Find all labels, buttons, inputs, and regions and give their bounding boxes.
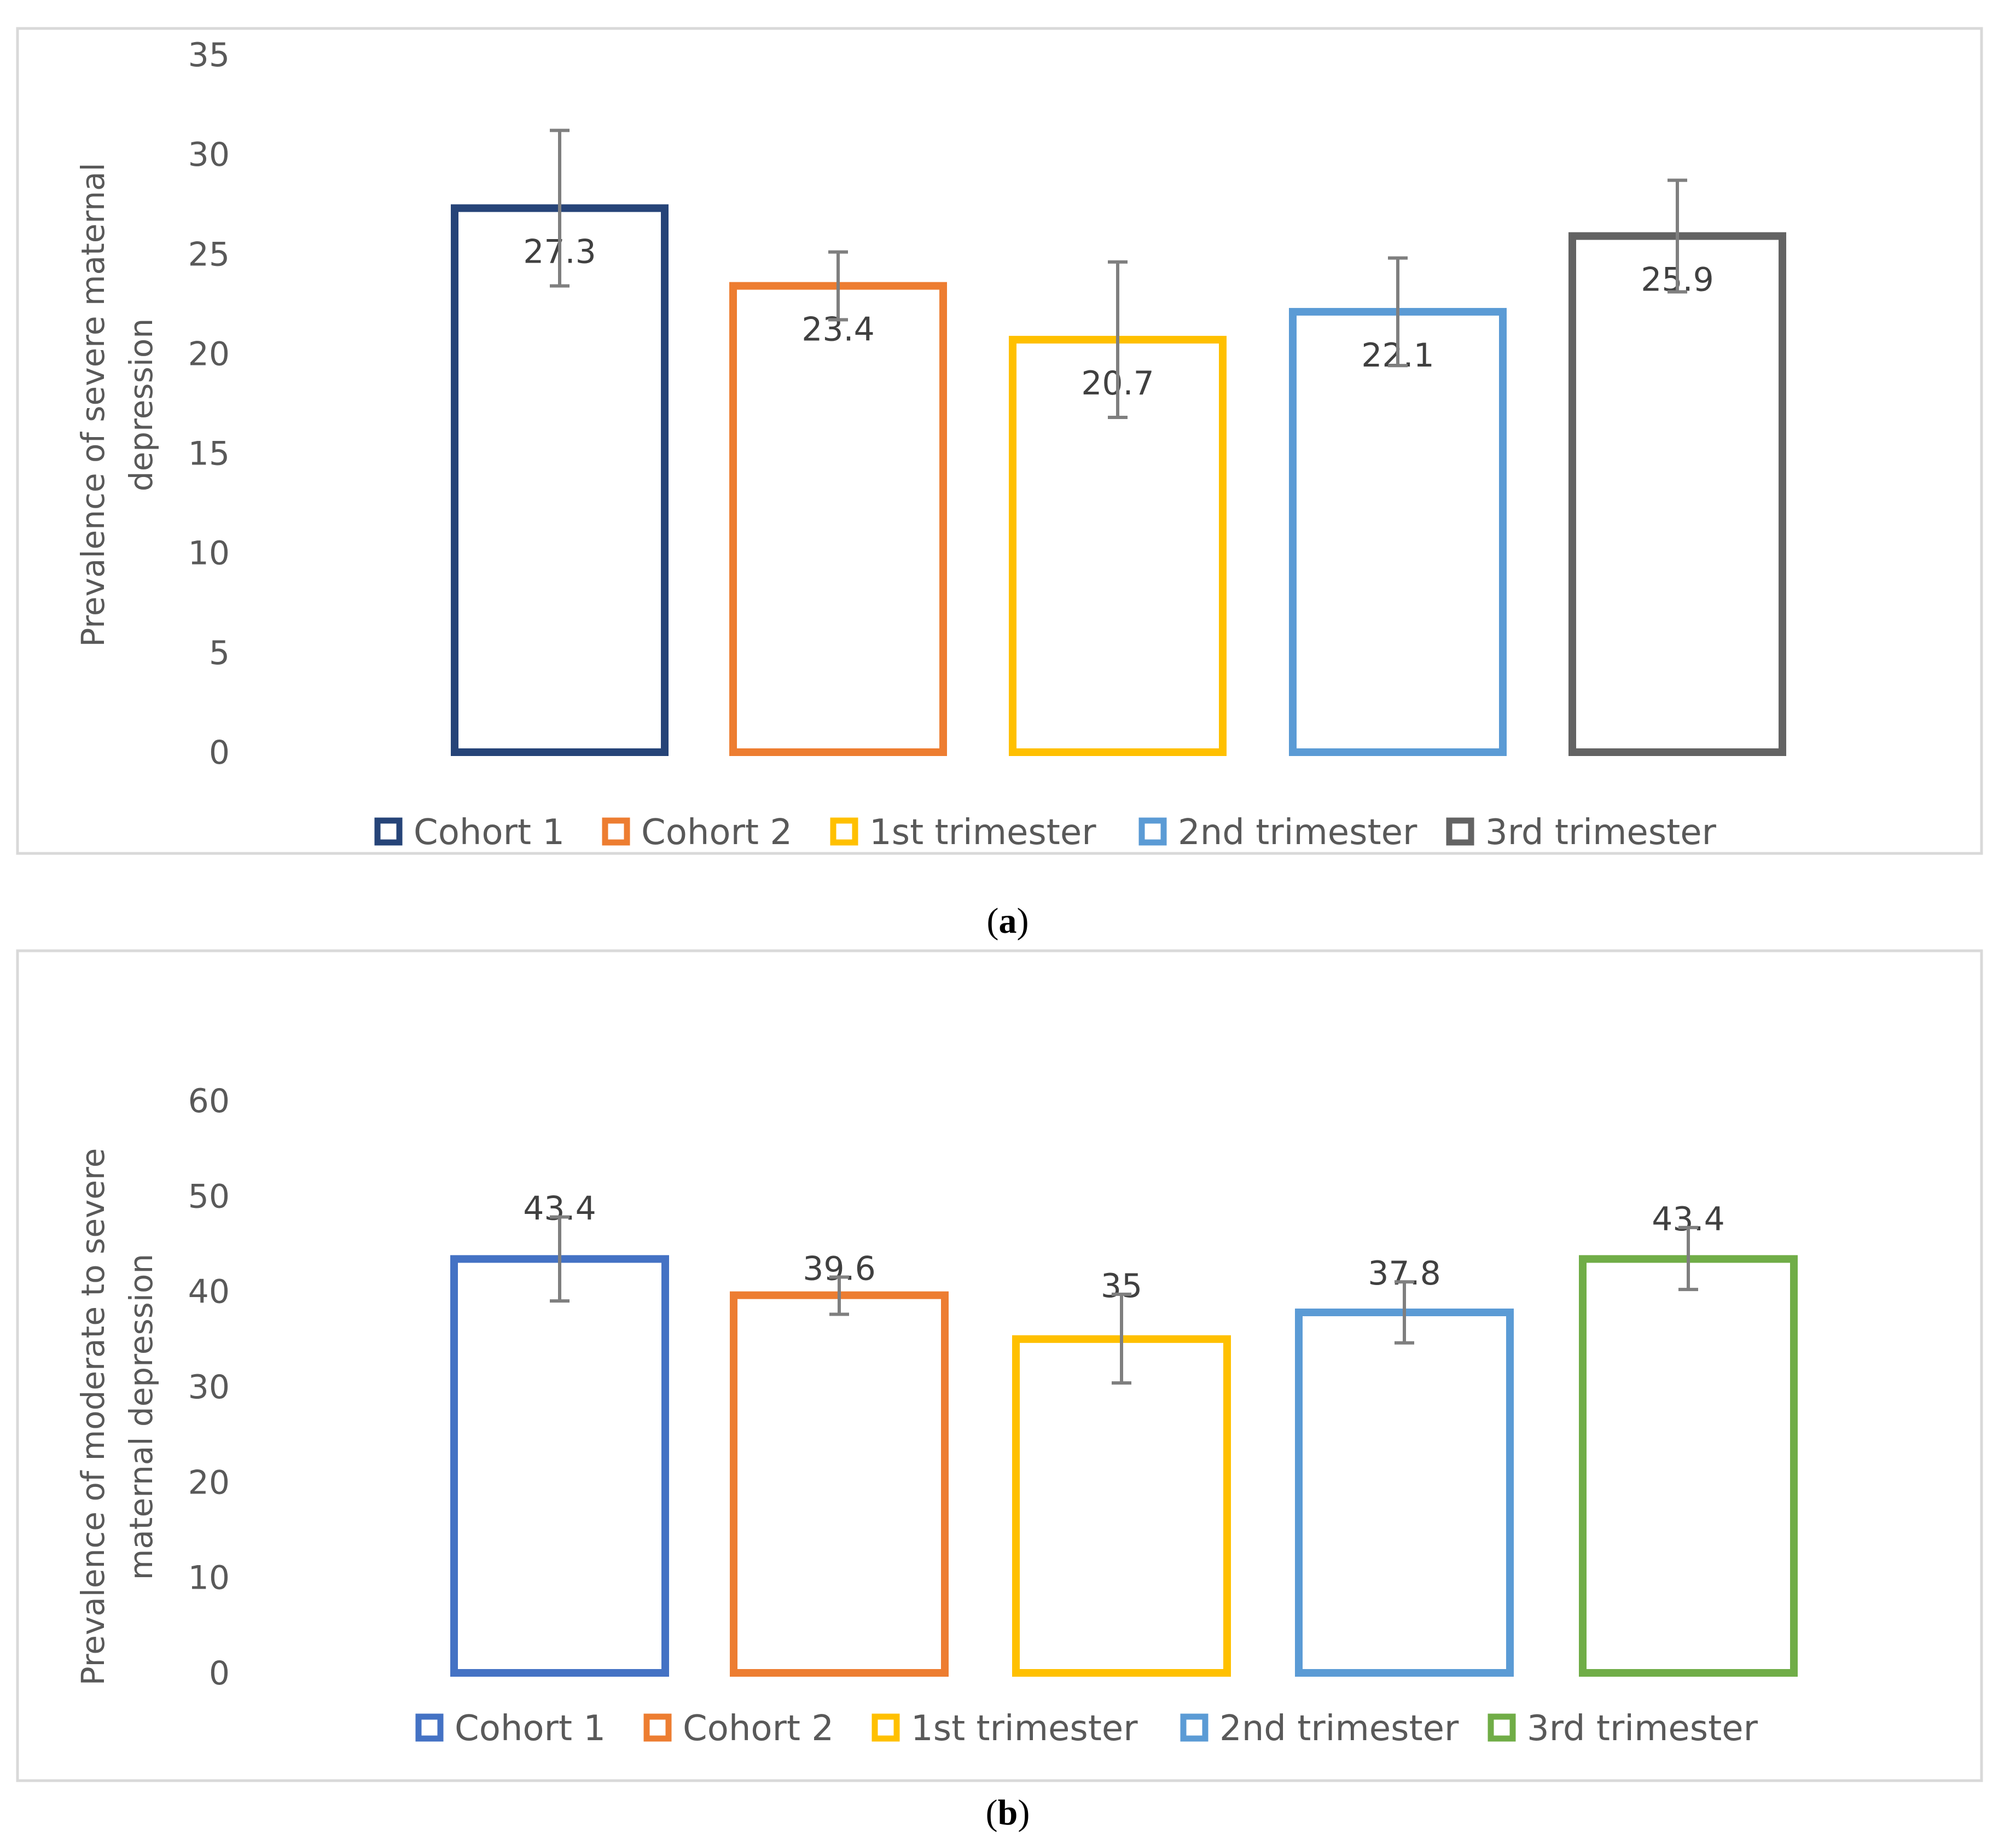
legend-label: Cohort 2 bbox=[641, 812, 792, 853]
y-tick-label: 10 bbox=[188, 1559, 230, 1597]
y-axis-title-line: Prevalence of severe maternal bbox=[74, 162, 112, 647]
y-tick-label: 5 bbox=[209, 634, 230, 672]
panel-caption-b: (b) bbox=[986, 1793, 1030, 1833]
bar-group-cohort-1: 27.3 bbox=[451, 129, 669, 756]
y-axis-title-line: Prevalence of moderate to severe bbox=[74, 1148, 112, 1686]
caption-open: ( bbox=[987, 901, 999, 941]
bar-1st-trimester bbox=[1012, 1335, 1231, 1677]
caption-open: ( bbox=[986, 1793, 998, 1833]
legend-item-3rd-trimester: 3rd trimester bbox=[1488, 1708, 1758, 1749]
legend-swatch bbox=[1488, 1713, 1516, 1742]
panel-caption-a: (a) bbox=[987, 901, 1029, 941]
legend: Cohort 1 Cohort 2 1st trimester 2nd trimest… bbox=[415, 1708, 1758, 1749]
bar-cohort-2 bbox=[729, 282, 947, 756]
legend-swatch bbox=[872, 1713, 900, 1742]
bar-group-2nd-trimester: 22.1 bbox=[1289, 256, 1507, 756]
y-tick-label: 15 bbox=[188, 435, 230, 473]
y-tick-label: 40 bbox=[188, 1273, 230, 1311]
bar-cohort-1 bbox=[450, 1255, 669, 1677]
y-tick-label: 25 bbox=[188, 235, 230, 274]
y-tick-label: 20 bbox=[188, 335, 230, 373]
bar-group-1st-trimester: 35 bbox=[1012, 1267, 1231, 1677]
legend-label: 1st trimester bbox=[869, 812, 1096, 853]
legend-swatch bbox=[643, 1713, 672, 1742]
legend-item-1st-trimester: 1st trimester bbox=[830, 812, 1096, 853]
bar-2nd-trimester bbox=[1289, 307, 1507, 756]
caption-letter: a bbox=[999, 901, 1017, 941]
legend-item-2nd-trimester: 2nd trimester bbox=[1138, 812, 1417, 853]
legend-swatch bbox=[1446, 817, 1474, 846]
bar-group-3rd-trimester: 43.4 bbox=[1579, 1200, 1798, 1677]
legend-item-cohort-2: Cohort 2 bbox=[602, 812, 792, 853]
y-tick-label: 30 bbox=[188, 136, 230, 174]
legend-item-cohort-1: Cohort 1 bbox=[415, 1708, 606, 1749]
legend-label: Cohort 2 bbox=[683, 1708, 834, 1749]
bar-cohort-1 bbox=[451, 204, 669, 756]
y-tick-label: 60 bbox=[188, 1082, 230, 1120]
legend-label: 2nd trimester bbox=[1178, 812, 1417, 853]
legend-label: 2nd trimester bbox=[1219, 1708, 1459, 1749]
y-tick-label: 35 bbox=[188, 36, 230, 74]
legend-swatch bbox=[1138, 817, 1167, 846]
bar-group-cohort-1: 43.4 bbox=[450, 1190, 669, 1677]
bar-group-1st-trimester: 20.7 bbox=[1009, 260, 1227, 756]
bar-group-cohort-2: 39.6 bbox=[730, 1250, 949, 1677]
legend-label: Cohort 1 bbox=[455, 1708, 606, 1749]
legend-swatch bbox=[374, 817, 403, 846]
bar-group-cohort-2: 23.4 bbox=[729, 250, 947, 756]
legend-label: 3rd trimester bbox=[1485, 812, 1717, 853]
y-axis-title-line: depression bbox=[123, 318, 160, 491]
legend: Cohort 1 Cohort 2 1st trimester 2nd trimest… bbox=[374, 812, 1717, 853]
legend-label: Cohort 1 bbox=[414, 812, 565, 853]
y-tick-label: 0 bbox=[209, 734, 230, 772]
legend-label: 3rd trimester bbox=[1527, 1708, 1758, 1749]
legend-item-2nd-trimester: 2nd trimester bbox=[1180, 1708, 1459, 1749]
bar-group-2nd-trimester: 37.8 bbox=[1295, 1254, 1514, 1677]
legend-swatch bbox=[602, 817, 630, 846]
y-tick-label: 30 bbox=[188, 1368, 230, 1406]
y-tick-label: 20 bbox=[188, 1463, 230, 1502]
legend-item-cohort-1: Cohort 1 bbox=[374, 812, 565, 853]
legend-swatch bbox=[415, 1713, 444, 1742]
y-tick-label: 50 bbox=[188, 1177, 230, 1216]
y-axis-title: Prevalence of moderate to severe maternal… bbox=[74, 1148, 160, 1686]
caption-close: ) bbox=[1017, 901, 1029, 941]
legend-item-1st-trimester: 1st trimester bbox=[872, 1708, 1138, 1749]
y-axis-title: Prevalence of severe maternal depression bbox=[74, 162, 160, 647]
bar-cohort-2 bbox=[730, 1291, 949, 1677]
legend-item-3rd-trimester: 3rd trimester bbox=[1446, 812, 1717, 853]
chart-panel-a: 0 5 10 15 20 25 30 35 Prevalence of severe mater… bbox=[16, 27, 1983, 855]
bar-2nd-trimester bbox=[1295, 1309, 1514, 1677]
caption-letter: b bbox=[998, 1793, 1018, 1833]
legend-label: 1st trimester bbox=[911, 1708, 1138, 1749]
y-tick-label: 10 bbox=[188, 534, 230, 573]
legend-swatch bbox=[1180, 1713, 1209, 1742]
chart-panel-b: 0 10 20 30 40 50 60 Prevalence of moderate to s… bbox=[16, 949, 1983, 1782]
y-axis-title-line: maternal depression bbox=[123, 1254, 160, 1580]
bar-3rd-trimester bbox=[1579, 1255, 1798, 1677]
bar-3rd-trimester bbox=[1568, 232, 1786, 756]
legend-swatch bbox=[830, 817, 858, 846]
legend-item-cohort-2: Cohort 2 bbox=[643, 1708, 834, 1749]
bar-group-3rd-trimester: 25.9 bbox=[1568, 178, 1786, 756]
y-tick-label: 0 bbox=[209, 1654, 230, 1693]
caption-close: ) bbox=[1018, 1793, 1030, 1833]
